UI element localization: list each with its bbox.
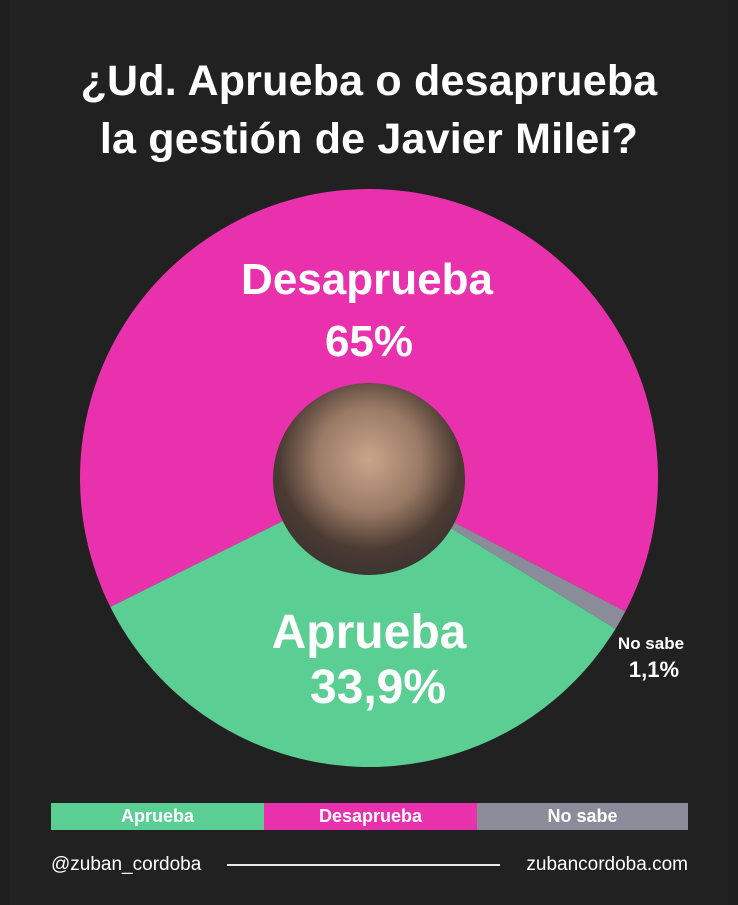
title-line-2: la gestión de Javier Milei? bbox=[99, 115, 639, 163]
footer: @zuban_cordoba zubancordoba.com bbox=[51, 850, 688, 880]
label-no-sabe-value: 1,1% bbox=[629, 657, 679, 682]
slice-aprueba bbox=[110, 478, 616, 768]
label-aprueba-value: 33,9% bbox=[310, 661, 446, 714]
footer-divider bbox=[227, 864, 501, 866]
chart-title: ¿Ud. Aprueba o desaprueba la gestión de … bbox=[0, 52, 738, 168]
label-desaprueba-name: Desaprueba bbox=[241, 255, 493, 304]
legend-item-aprueba: Aprueba bbox=[51, 803, 264, 830]
legend-item-no-sabe: No sabe bbox=[477, 803, 688, 830]
portrait-photo bbox=[273, 383, 465, 575]
footer-handle: @zuban_cordoba bbox=[51, 854, 202, 875]
legend: Aprueba Desaprueba No sabe bbox=[51, 803, 688, 830]
legend-item-desaprueba: Desaprueba bbox=[264, 803, 477, 830]
label-aprueba-name: Aprueba bbox=[272, 606, 467, 659]
footer-website: zubancordoba.com bbox=[526, 854, 688, 875]
label-desaprueba-value: 65% bbox=[325, 317, 413, 366]
title-line-1: ¿Ud. Aprueba o desaprueba bbox=[80, 57, 658, 105]
label-no-sabe-name: No sabe bbox=[618, 634, 684, 653]
